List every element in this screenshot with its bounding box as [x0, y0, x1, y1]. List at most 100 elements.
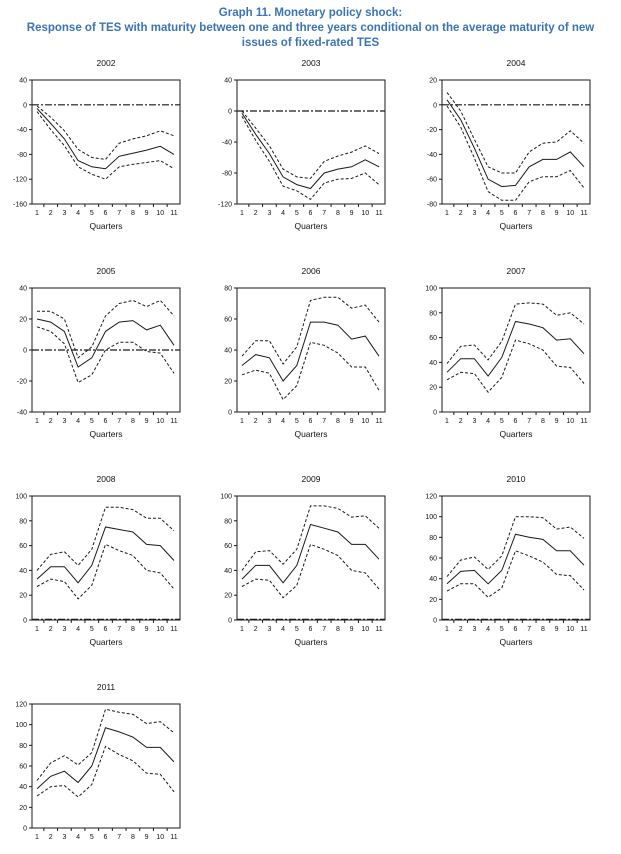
chart-title: 2009 [301, 474, 321, 484]
figure-title-line2: Response of TES with maturity between on… [26, 22, 595, 49]
x-axis-label: Quarters [294, 637, 328, 647]
chart-title: 2005 [96, 266, 116, 276]
y-tick-label: 20 [19, 593, 27, 600]
y-tick-label: 20 [224, 379, 232, 386]
x-tick-label: 6 [104, 626, 108, 633]
chart-plot-2009: 100 80 60 40 20 0 1 2 3 4 5 6 7 8 9 10 11 [220, 494, 386, 633]
y-tick-label: 100 [15, 494, 27, 501]
x-tick-label: 3 [267, 626, 271, 633]
y-tick-label: 20 [429, 597, 437, 604]
x-tick-label: 10 [566, 418, 574, 425]
x-tick-label: 11 [170, 418, 177, 425]
chart-cell-2009: 2009 100 80 60 40 20 0 1 2 3 4 5 6 7 8 9 10 11 Quarters [211, 474, 416, 666]
x-tick-label: 3 [62, 626, 66, 633]
x-tick-label: 9 [145, 626, 149, 633]
x-tick-label: 8 [131, 418, 135, 425]
upper-band-line [241, 505, 380, 571]
chart-plot-2011: 120 100 80 60 40 20 0 1 2 3 4 5 6 7 8 9 10 11 [15, 702, 181, 841]
x-tick-label: 2 [49, 210, 53, 217]
upper-band-line [241, 296, 380, 365]
chart-title: 2006 [301, 266, 321, 276]
x-tick-label: 10 [156, 626, 164, 633]
y-tick-label: 40 [19, 784, 27, 791]
x-axis-label: Quarters [499, 637, 533, 647]
x-tick-label: 5 [90, 210, 94, 217]
y-tick-label: 80 [429, 535, 437, 542]
y-tick-label: 80 [429, 310, 437, 317]
x-tick-label: 3 [62, 210, 66, 217]
x-tick-label: 8 [336, 626, 340, 633]
y-tick-label: 0 [228, 410, 232, 417]
x-tick-label: 1 [240, 210, 244, 217]
y-tick-label: 40 [224, 348, 232, 355]
y-tick-label: 40 [19, 568, 27, 575]
upper-band-line [446, 92, 585, 174]
x-tick-label: 3 [62, 418, 66, 425]
x-tick-label: 8 [541, 210, 545, 217]
x-tick-label: 4 [76, 626, 80, 633]
x-tick-label: 11 [375, 210, 382, 217]
x-tick-label: 6 [104, 834, 108, 841]
y-tick-label: 40 [224, 568, 232, 575]
x-tick-label: 2 [49, 834, 53, 841]
x-axis-label: Quarters [294, 429, 328, 439]
lower-band-line [241, 116, 380, 201]
response-line [241, 523, 380, 584]
chart-title: 2010 [506, 474, 526, 484]
y-tick-label: 0 [23, 348, 27, 355]
chart-cell-2004: 2004 20 0 -20 -40 -60 -80 1 2 3 4 5 6 7 8 9 10 11 Quarters [416, 58, 621, 250]
x-tick-label: 5 [500, 210, 504, 217]
y-tick-label: 0 [433, 410, 437, 417]
lower-band-line [36, 111, 175, 180]
x-tick-label: 6 [309, 210, 313, 217]
y-tick-label: -40 [427, 152, 437, 159]
y-tick-label: -120 [218, 202, 232, 209]
chart-plot-2010: 120 100 80 60 40 20 0 1 2 3 4 5 6 7 8 9 10 11 [425, 494, 591, 633]
x-tick-label: 11 [580, 626, 587, 633]
chart-plot-2005: 40 20 0 -20 -40 1 2 3 4 5 6 7 8 9 10 11 [17, 286, 181, 425]
x-tick-label: 4 [76, 210, 80, 217]
x-tick-label: 11 [170, 834, 177, 841]
x-tick-label: 4 [76, 834, 80, 841]
chart-cell-2007: 2007 100 80 60 40 20 0 1 2 3 4 5 6 7 8 9 10 11 Quarters [416, 266, 621, 458]
x-tick-label: 5 [90, 834, 94, 841]
x-tick-label: 5 [295, 418, 299, 425]
x-tick-label: 2 [254, 626, 258, 633]
x-tick-label: 10 [361, 418, 369, 425]
y-tick-label: 100 [425, 514, 437, 521]
x-tick-label: 4 [281, 626, 285, 633]
upper-band-line [37, 299, 175, 359]
figure-title-line1: Graph 11. Monetary policy shock: [218, 7, 403, 19]
x-tick-label: 7 [117, 834, 121, 841]
x-tick-label: 9 [555, 210, 559, 217]
chart-plot-2007: 100 80 60 40 20 0 1 2 3 4 5 6 7 8 9 10 11 [425, 286, 591, 425]
chart-title: 2008 [96, 474, 116, 484]
chart-cell-2002: 2002 40 0 -40 -80 -120 -160 1 2 3 4 5 6 7 8 9 10 11 Quarte… [6, 58, 211, 250]
x-tick-label: 7 [527, 626, 531, 633]
x-tick-label: 10 [156, 834, 164, 841]
y-tick-label: 100 [425, 286, 437, 293]
y-tick-label: 100 [15, 722, 27, 729]
response-line [36, 727, 175, 790]
x-tick-label: 3 [472, 626, 476, 633]
y-tick-label: -20 [17, 379, 27, 386]
x-tick-label: 4 [76, 418, 80, 425]
x-tick-label: 2 [459, 418, 463, 425]
y-tick-label: 100 [220, 494, 232, 501]
y-tick-label: -40 [222, 140, 232, 147]
x-tick-label: 6 [309, 418, 313, 425]
y-tick-label: 80 [19, 518, 27, 525]
response-line [36, 318, 175, 368]
x-tick-label: 6 [514, 418, 518, 425]
chart-title: 2011 [96, 682, 116, 692]
x-tick-label: 1 [445, 418, 449, 425]
y-tick-label: 0 [23, 102, 27, 109]
upper-band-line [36, 105, 175, 160]
y-tick-label: 60 [429, 335, 437, 342]
x-tick-label: 1 [445, 626, 449, 633]
x-tick-label: 6 [104, 210, 108, 217]
x-tick-label: 11 [580, 418, 587, 425]
x-tick-label: 7 [322, 210, 326, 217]
response-line [36, 526, 175, 584]
x-tick-label: 2 [49, 418, 53, 425]
